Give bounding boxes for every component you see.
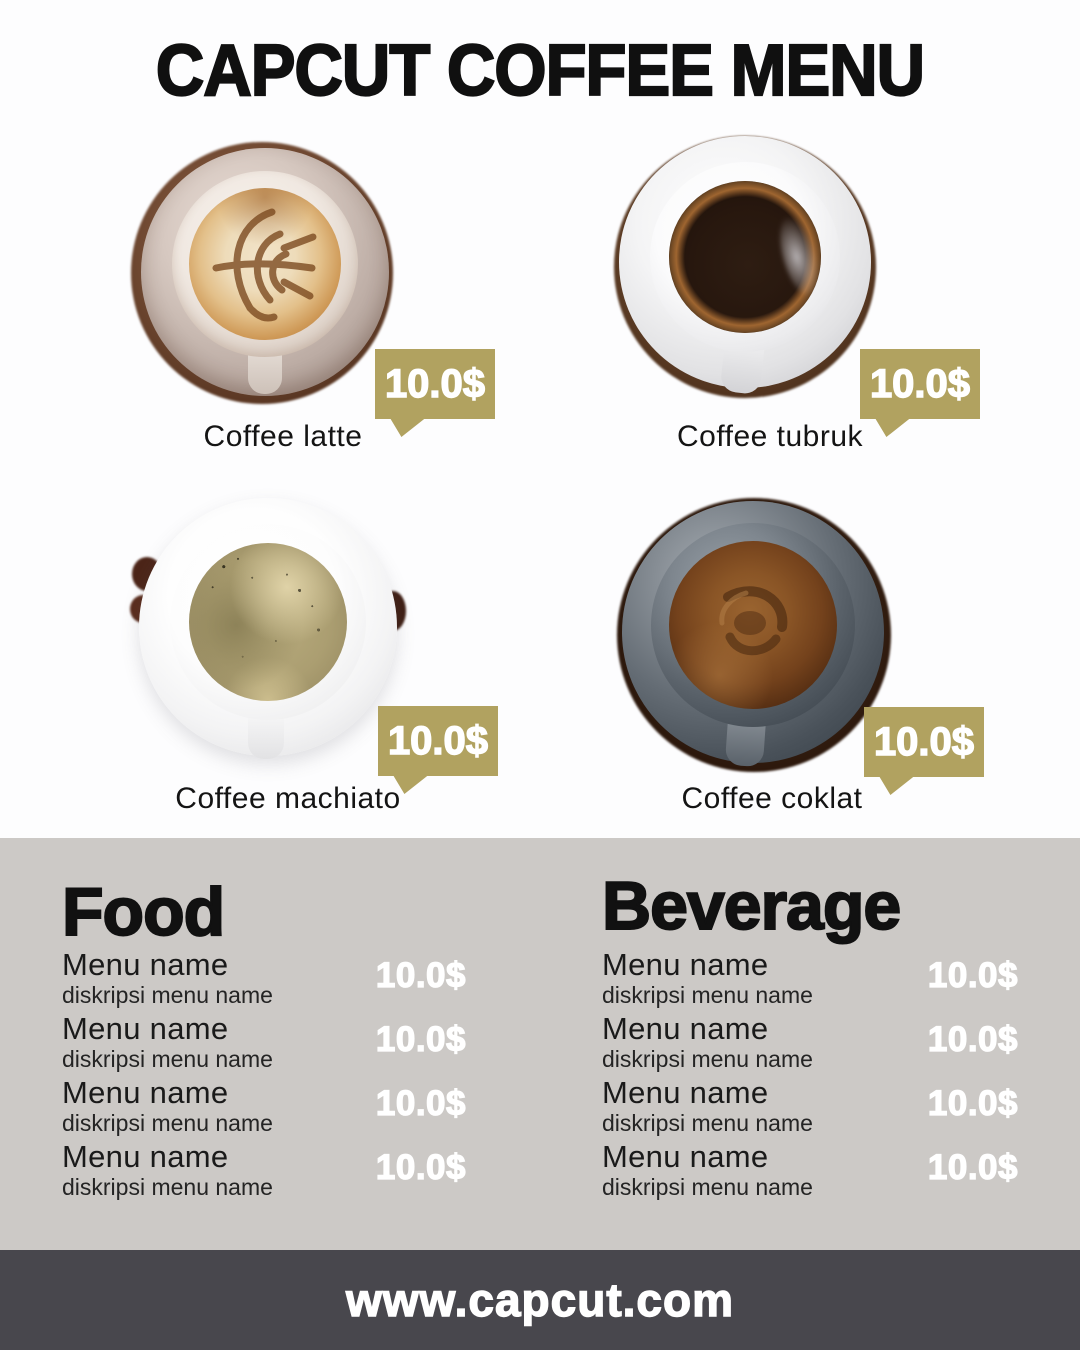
menu-item-price: 10.0$ [927,1019,1018,1059]
coffee-latte-illustration [125,132,405,412]
product-name-coklat: Coffee coklat [681,782,863,815]
menu-item-description: diskripsi menu name [62,1174,273,1200]
footer-bar: www.capcut.com [0,1250,1080,1350]
menu-item-price: 10.0$ [375,1083,466,1123]
menu-item-price: 10.0$ [927,1083,1018,1123]
price-label: 10.0$ [384,361,486,406]
menu-panel: Food Menu name diskripsi menu name 10.0$… [0,838,1080,1250]
menu-item-price: 10.0$ [375,1147,466,1187]
price-tag-coklat: 10.0$ [864,707,984,795]
price-label: 10.0$ [869,361,971,406]
beverage-menu-row: Menu name diskripsi menu name 10.0$ [602,1011,1018,1073]
page-title: CAPCUT COFFEE MENU [0,30,1080,112]
beverage-menu-row: Menu name diskripsi menu name 10.0$ [602,1139,1018,1201]
menu-item-description: diskripsi menu name [602,982,813,1008]
coffee-swirl-icon [719,586,788,656]
menu-item-name: Menu name [62,947,229,982]
menu-item-name: Menu name [62,1075,229,1110]
price-label: 10.0$ [873,719,975,764]
menu-item-description: diskripsi menu name [62,1110,273,1136]
menu-item-description: diskripsi menu name [602,1046,813,1072]
menu-item-description: diskripsi menu name [602,1110,813,1136]
menu-item-price: 10.0$ [927,1147,1018,1187]
coffee-surface [669,541,837,709]
product-name-latte: Coffee latte [203,420,363,453]
menu-item-price: 10.0$ [927,955,1018,995]
food-menu-row: Menu name diskripsi menu name 10.0$ [62,1011,466,1073]
food-menu-row: Menu name diskripsi menu name 10.0$ [62,947,466,1009]
menu-item-name: Menu name [602,1011,769,1046]
menu-item-name: Menu name [602,947,769,982]
price-tag-latte: 10.0$ [375,349,495,437]
menu-item-description: diskripsi menu name [62,982,273,1008]
beverage-menu-row: Menu name diskripsi menu name 10.0$ [602,947,1018,1009]
product-name-tubruk: Coffee tubruk [676,420,864,453]
section-title-food: Food [61,874,226,950]
menu-item-name: Menu name [602,1075,769,1110]
latte-art-fern-icon [212,208,317,322]
coffee-tubruk-illustration [605,122,885,402]
menu-item-price: 10.0$ [375,955,466,995]
menu-item-name: Menu name [62,1011,229,1046]
swirl-blob [734,611,766,635]
menu-item-price: 10.0$ [375,1019,466,1059]
food-menu-row: Menu name diskripsi menu name 10.0$ [62,1075,466,1137]
menu-item-name: Menu name [602,1139,769,1174]
coffee-machiato-illustration [128,487,408,767]
price-tag-machiato: 10.0$ [378,706,498,794]
menu-item-description: diskripsi menu name [602,1174,813,1200]
website-url: www.capcut.com [345,1273,735,1326]
beverage-menu-row: Menu name diskripsi menu name 10.0$ [602,1075,1018,1137]
crema-speckles [189,543,347,701]
menu-item-name: Menu name [62,1139,229,1174]
menu-item-description: diskripsi menu name [62,1046,273,1072]
page-title-text: CAPCUT COFFEE MENU [155,30,926,112]
section-title-beverage: Beverage [601,868,902,944]
price-label: 10.0$ [387,718,489,763]
coffee-coklat-illustration [613,492,893,772]
product-name-machiato: Coffee machiato [175,782,401,815]
food-menu-row: Menu name diskripsi menu name 10.0$ [62,1139,466,1201]
price-tag-tubruk: 10.0$ [860,349,980,437]
